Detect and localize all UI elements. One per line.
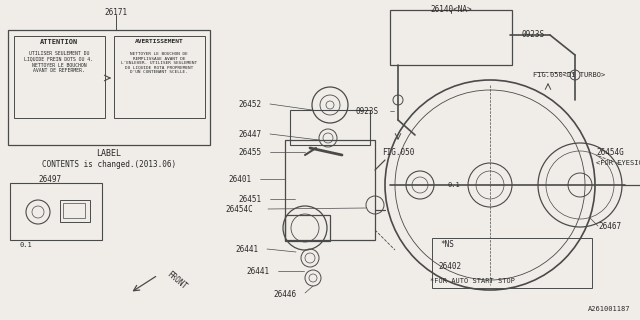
Text: 26441: 26441 — [246, 267, 269, 276]
Text: FIG.050<DI TURBO>: FIG.050<DI TURBO> — [533, 72, 605, 78]
Bar — [63, 203, 85, 218]
Text: AVERTISSEMENT: AVERTISSEMENT — [134, 39, 184, 44]
Text: 26454G: 26454G — [596, 148, 624, 157]
Text: 26171: 26171 — [104, 8, 127, 17]
Text: FIG.050: FIG.050 — [382, 148, 414, 157]
Text: 26140<NA>: 26140<NA> — [430, 5, 472, 14]
Bar — [285, 140, 375, 240]
Bar — [290, 110, 370, 145]
Text: NETTOYER LE BOUCHON DE
REMPLISSAGE AVANT DE
L'ENLEVER. UTILISER SEULEMENT
DU LIQ: NETTOYER LE BOUCHON DE REMPLISSAGE AVANT… — [121, 52, 197, 74]
Text: 0.1: 0.1 — [448, 182, 461, 188]
Text: A261001187: A261001187 — [588, 306, 630, 312]
Text: 26446: 26446 — [273, 290, 296, 299]
Bar — [285, 215, 330, 241]
Bar — [8, 30, 210, 145]
Bar — [10, 183, 102, 240]
Text: LABEL: LABEL — [97, 149, 122, 158]
Text: 26401: 26401 — [228, 175, 251, 184]
Text: 0923S: 0923S — [355, 107, 378, 116]
Text: 26452: 26452 — [238, 100, 261, 109]
Text: 26454C: 26454C — [225, 205, 253, 214]
Bar — [390, 10, 512, 65]
Text: <FOR EYESIGHT>: <FOR EYESIGHT> — [596, 160, 640, 166]
Text: 26451: 26451 — [238, 195, 261, 204]
Text: 26402: 26402 — [438, 262, 461, 271]
Text: 26467: 26467 — [598, 222, 621, 231]
Text: 0923S: 0923S — [522, 30, 545, 39]
Text: *NS: *NS — [440, 240, 454, 249]
Bar — [432, 238, 592, 288]
Text: CONTENTS is changed.(2013.06): CONTENTS is changed.(2013.06) — [42, 160, 176, 169]
Text: FRONT: FRONT — [165, 270, 189, 292]
Text: 26455: 26455 — [238, 148, 261, 157]
Bar — [114, 36, 205, 118]
Bar — [60, 200, 90, 222]
Bar — [14, 36, 105, 118]
Text: UTILISER SEULEMENT DU
LIQUIDE FREIN DOTS OU 4.
NETTOYER LE BOUCHON
AVANT DE REFE: UTILISER SEULEMENT DU LIQUIDE FREIN DOTS… — [24, 51, 93, 73]
Text: *FOR AUTO START STOP: *FOR AUTO START STOP — [430, 278, 515, 284]
Text: 26441: 26441 — [235, 245, 258, 254]
Text: 0.1: 0.1 — [20, 242, 33, 248]
Text: 26447: 26447 — [238, 130, 261, 139]
Text: ATTENTION: ATTENTION — [40, 39, 78, 45]
Text: 26497: 26497 — [38, 175, 61, 184]
